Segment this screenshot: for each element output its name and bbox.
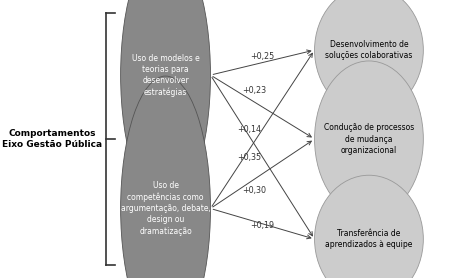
Text: Transferência de
aprendizados à equipe: Transferência de aprendizados à equipe xyxy=(325,229,412,249)
Text: Desenvolvimento de
soluções colaborativas: Desenvolvimento de soluções colaborativa… xyxy=(325,40,412,60)
Text: +0,30: +0,30 xyxy=(243,186,266,195)
Ellipse shape xyxy=(315,61,423,217)
Text: +0,14: +0,14 xyxy=(237,125,261,134)
Text: +0,25: +0,25 xyxy=(250,53,275,61)
Ellipse shape xyxy=(315,0,423,114)
Ellipse shape xyxy=(121,0,210,207)
Text: Uso de modelos e
teorias para
desenvolver
estratégias: Uso de modelos e teorias para desenvolve… xyxy=(131,54,200,96)
Text: +0,23: +0,23 xyxy=(242,86,267,95)
Text: Comportamentos
Eixo Gestão Pública: Comportamentos Eixo Gestão Pública xyxy=(2,129,102,149)
Text: +0,35: +0,35 xyxy=(237,153,262,162)
Text: Condução de processos
de mudança
organizacional: Condução de processos de mudança organiz… xyxy=(324,123,414,155)
Text: Uso de
competências como
argumentação, debate,
design ou
dramatização: Uso de competências como argumentação, d… xyxy=(121,182,210,235)
Ellipse shape xyxy=(121,76,210,278)
Ellipse shape xyxy=(315,175,423,278)
Text: +0,19: +0,19 xyxy=(250,221,275,230)
